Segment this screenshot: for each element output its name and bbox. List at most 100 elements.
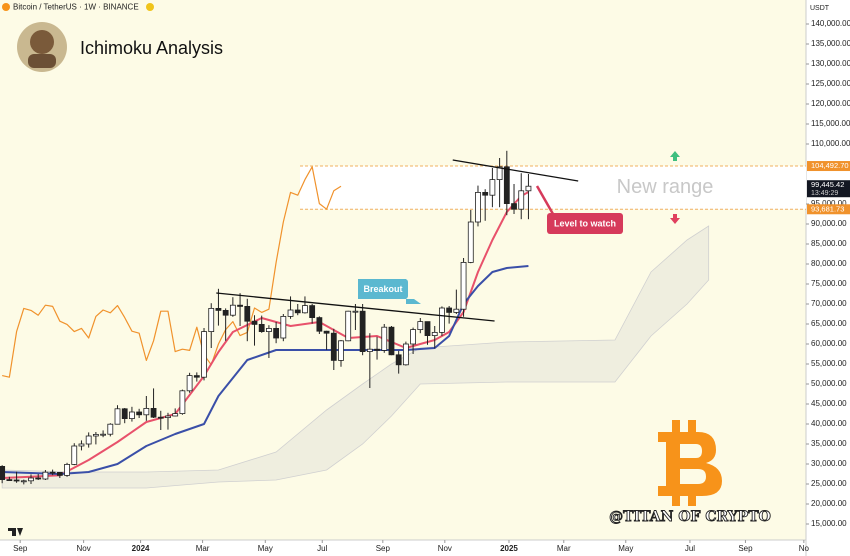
indicator-line xyxy=(2,166,342,378)
title: Ichimoku Analysis xyxy=(80,38,223,58)
last-price-label: 99,445.42 xyxy=(811,180,844,189)
candle-body xyxy=(482,191,489,196)
candle-body xyxy=(280,315,287,339)
y-tick-label: 50,000.00 xyxy=(811,379,847,388)
x-tick-label: 2025 xyxy=(500,544,518,553)
candle-body xyxy=(186,375,193,392)
last-price-box xyxy=(807,180,850,198)
tv-logo xyxy=(8,528,23,536)
candle-body xyxy=(78,443,85,447)
trendline xyxy=(452,159,579,182)
candle-body xyxy=(338,340,344,361)
y-tick-label: 95,000.00 xyxy=(811,199,847,208)
y-tick-label: 60,000.00 xyxy=(811,339,847,348)
candle-body xyxy=(273,327,280,339)
candle-body xyxy=(424,321,431,337)
candle-body xyxy=(129,411,135,419)
candle-body xyxy=(439,307,445,333)
candle-body xyxy=(28,477,34,482)
exchange-icon xyxy=(146,3,154,11)
candle-body xyxy=(42,471,49,480)
candle-body xyxy=(64,463,70,476)
time-axis-background xyxy=(0,540,806,556)
candle-body xyxy=(359,310,366,353)
x-tick-label: Mar xyxy=(196,544,210,553)
x-tick-label: Jul xyxy=(317,544,327,553)
candle-body xyxy=(165,415,171,418)
candle-body xyxy=(193,375,200,378)
x-tick-label: 2024 xyxy=(132,544,150,553)
candle-body xyxy=(374,348,380,351)
candle-body xyxy=(172,413,179,417)
level-label: Level to watch xyxy=(554,218,616,228)
x-tick-label: Nov xyxy=(77,544,91,553)
candle-body xyxy=(345,310,352,342)
candle-body xyxy=(475,191,481,223)
down-arrow xyxy=(670,214,680,224)
y-tick-label: 85,000.00 xyxy=(811,239,847,248)
candle-body xyxy=(323,330,330,334)
candle-body xyxy=(121,408,128,419)
candle-body xyxy=(222,309,229,316)
y-tick-label: 65,000.00 xyxy=(811,319,847,328)
candle-body xyxy=(229,304,236,316)
candle-body xyxy=(56,471,63,476)
candle-body xyxy=(388,326,395,356)
candle-body xyxy=(71,445,78,465)
candle-body xyxy=(503,166,510,205)
last-price-time: 13:49:29 xyxy=(811,190,838,197)
y-tick-label: 135,000.00 xyxy=(811,39,850,48)
y-tick-label: 140,000.00 xyxy=(811,19,850,28)
y-tick-label: 90,000.00 xyxy=(811,219,847,228)
candle-body xyxy=(237,304,243,307)
level-box xyxy=(547,213,623,234)
candle-body xyxy=(100,433,106,436)
candle-body xyxy=(431,331,438,336)
candle-body xyxy=(446,307,453,313)
candle-body xyxy=(352,310,359,313)
candle-body xyxy=(35,477,42,480)
currency: USDT xyxy=(810,5,830,12)
candle-body xyxy=(316,317,323,332)
x-tick-label: Mar xyxy=(557,544,571,553)
x-tick-label: Sep xyxy=(376,544,391,553)
candle-body xyxy=(309,305,316,319)
candle-body xyxy=(114,408,121,425)
range-lower-tag-label: 93,681.73 xyxy=(811,204,844,213)
candle-body xyxy=(107,423,114,435)
candle-body xyxy=(143,407,150,416)
candle-body xyxy=(13,479,20,482)
y-tick-label: 35,000.00 xyxy=(811,439,847,448)
candle-body xyxy=(179,390,186,414)
candle-body xyxy=(518,190,525,210)
watermark: @TITAN OF CRYPTO xyxy=(609,509,771,525)
candle-body xyxy=(251,320,258,325)
range-label: New range xyxy=(617,176,714,198)
candle-body xyxy=(402,343,409,366)
candle-body xyxy=(417,321,424,331)
x-tick-label: Sep xyxy=(13,544,28,553)
candle-body xyxy=(496,166,503,181)
avatar-face xyxy=(30,30,54,54)
y-tick-label: 20,000.00 xyxy=(811,499,847,508)
y-tick-label: 55,000.00 xyxy=(811,359,847,368)
candle-body xyxy=(467,221,474,263)
up-arrow xyxy=(670,151,680,161)
y-tick-label: 130,000.00 xyxy=(811,59,850,68)
candle-body xyxy=(208,307,215,332)
y-tick-label: 30,000.00 xyxy=(811,459,847,468)
x-tick-label: Nov xyxy=(438,544,452,553)
candle-body xyxy=(136,411,143,416)
y-tick-label: 40,000.00 xyxy=(811,419,847,428)
ichimoku-cloud xyxy=(1,225,710,489)
x-tick-label: No xyxy=(799,544,810,553)
breakout-box xyxy=(358,279,408,299)
y-tick-label: 75,000.00 xyxy=(811,279,847,288)
candle-body xyxy=(287,309,294,317)
coin-icon xyxy=(2,3,10,11)
candle-body xyxy=(258,323,265,332)
y-tick-label: 125,000.00 xyxy=(811,79,850,88)
trendline xyxy=(216,292,495,322)
candle-body xyxy=(381,326,388,351)
